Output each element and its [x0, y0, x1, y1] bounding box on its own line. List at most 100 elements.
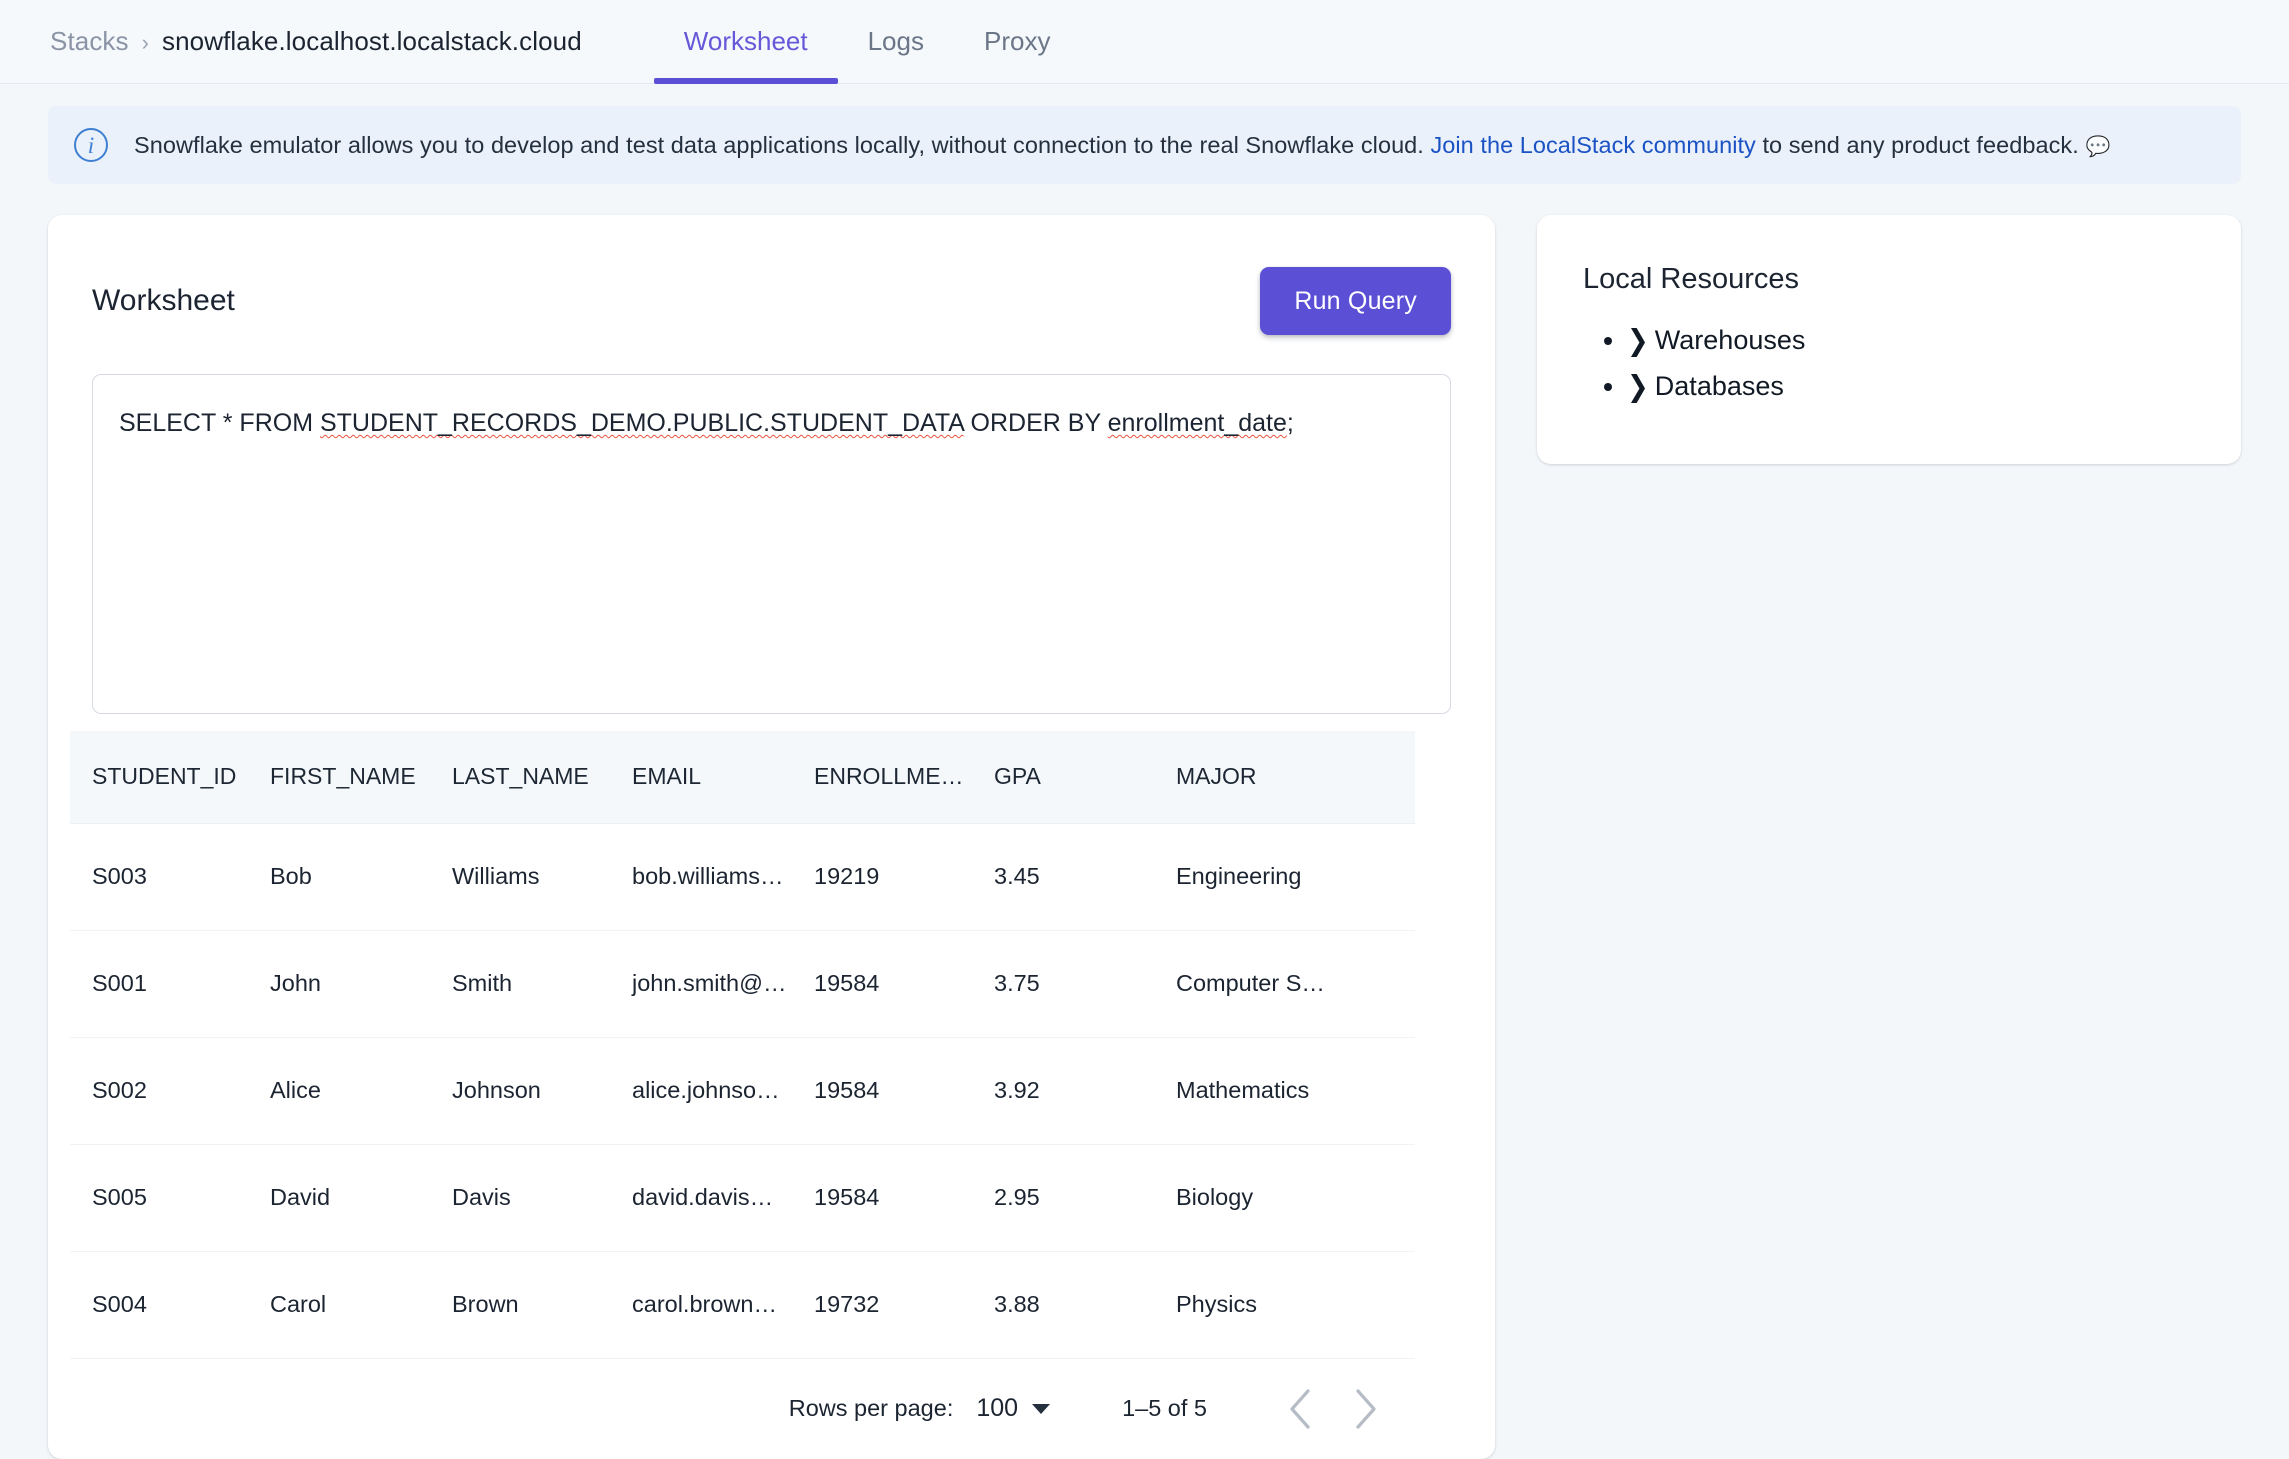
sql-token-4: ;	[1286, 409, 1294, 437]
run-query-button[interactable]: Run Query	[1260, 267, 1451, 335]
local-resources-title: Local Resources	[1583, 263, 1799, 295]
cell-last-name: Williams	[430, 823, 610, 931]
info-banner: i Snowflake emulator allows you to devel…	[48, 106, 2241, 184]
worksheet-title: Worksheet	[92, 284, 235, 317]
column-header-gpa[interactable]: GPA	[972, 731, 1154, 824]
sql-token-3: enrollment_date	[1107, 409, 1287, 437]
tab-proxy-label: Proxy	[983, 26, 1051, 56]
cell-last-name: Smith	[430, 930, 610, 1038]
column-header-email[interactable]: EMAIL	[610, 731, 792, 824]
localstack-community-link[interactable]: Join the LocalStack community	[1430, 131, 1756, 158]
cell-first-name: Carol	[248, 1251, 430, 1359]
local-resources-list: ❯ Warehouses ❯ Databases	[1583, 320, 2195, 407]
cell-major: Biology	[1154, 1144, 1332, 1252]
table-row[interactable]: S002 Alice Johnson alice.johnso… 19584 3.92 Ma…	[70, 1037, 1415, 1145]
cell-last-name: Johnson	[430, 1037, 610, 1145]
resource-item-databases-label: Databases	[1654, 371, 1784, 401]
sql-token-2: ORDER BY	[963, 409, 1108, 437]
cell-gpa: 3.75	[972, 930, 1154, 1038]
chevron-right-icon: ❯	[1627, 368, 1649, 403]
cell-major: Physics	[1154, 1251, 1332, 1359]
table-row[interactable]: S001 John Smith john.smith@… 19584 3.75 Comput…	[70, 930, 1415, 1038]
cell-spacer	[1332, 823, 1415, 931]
info-banner-text: Snowflake emulator allows you to develop…	[134, 132, 2111, 159]
column-header-major[interactable]: MAJOR	[1154, 731, 1332, 824]
breadcrumb-current-stack: snowflake.localhost.localstack.cloud	[161, 26, 582, 56]
breadcrumb-separator: ›	[141, 30, 149, 55]
cell-email: david.davis…	[610, 1144, 792, 1252]
table-row[interactable]: S005 David Davis david.davis… 19584 2.95 Biolo…	[70, 1144, 1415, 1252]
rows-per-page-value: 100	[976, 1394, 1019, 1422]
tab-bar: Worksheet Logs Proxy	[653, 0, 1081, 84]
column-header-spacer	[1332, 731, 1415, 824]
cell-first-name: Bob	[248, 823, 430, 931]
tab-logs-label: Logs	[867, 26, 924, 56]
cell-email: carol.brown…	[610, 1251, 792, 1359]
list-item: ❯ Warehouses	[1627, 320, 2195, 361]
worksheet-header: Worksheet Run Query	[48, 215, 1495, 335]
query-results-table-container: STUDENT_ID FIRST_NAME LAST_NAME EMAIL EN…	[48, 731, 1495, 1359]
previous-page-button[interactable]	[1267, 1376, 1333, 1442]
info-banner-container: i Snowflake emulator allows you to devel…	[0, 84, 2289, 184]
column-header-last-name[interactable]: LAST_NAME	[430, 731, 610, 824]
cell-email: john.smith@…	[610, 930, 792, 1038]
table-row[interactable]: S004 Carol Brown carol.brown… 19732 3.88 Physi…	[70, 1251, 1415, 1359]
column-header-student-id[interactable]: STUDENT_ID	[70, 731, 248, 824]
cell-email: bob.williams…	[610, 823, 792, 931]
query-results-table: STUDENT_ID FIRST_NAME LAST_NAME EMAIL EN…	[70, 731, 1415, 1359]
pagination-controls: Rows per page: 100 1–5 of 5	[48, 1359, 1495, 1459]
table-header: STUDENT_ID FIRST_NAME LAST_NAME EMAIL EN…	[70, 731, 1415, 824]
column-header-enrollment-date[interactable]: ENROLLME…	[792, 731, 972, 824]
sql-query-text[interactable]: SELECT * FROM STUDENT_RECORDS_DEMO.PUBLI…	[119, 407, 1424, 441]
column-header-first-name[interactable]: FIRST_NAME	[248, 731, 430, 824]
chevron-down-icon	[1032, 1403, 1051, 1414]
cell-major: Computer S…	[1154, 930, 1332, 1038]
cell-spacer	[1332, 1144, 1415, 1252]
table-row[interactable]: S003 Bob Williams bob.williams… 19219 3.45 Eng…	[70, 823, 1415, 931]
cell-spacer	[1332, 1037, 1415, 1145]
rows-per-page-select[interactable]: 100	[976, 1394, 1051, 1423]
resource-item-warehouses[interactable]: ❯ Warehouses	[1627, 320, 1805, 361]
chevron-left-icon	[1290, 1388, 1310, 1429]
worksheet-panel: Worksheet Run Query SELECT * FROM STUDEN…	[48, 215, 1495, 1459]
chevron-right-icon: ❯	[1627, 323, 1649, 357]
sql-token-1: STUDENT_RECORDS_DEMO.PUBLIC.STUDENT_DATA	[319, 409, 964, 437]
tab-logs[interactable]: Logs	[838, 0, 954, 84]
chevron-right-icon	[1356, 1388, 1376, 1429]
top-navigation-bar: Stacks › snowflake.localhost.localstack.…	[0, 0, 2289, 84]
rows-per-page-label: Rows per page:	[788, 1395, 954, 1421]
cell-gpa: 3.45	[972, 823, 1154, 931]
cell-major: Mathematics	[1154, 1037, 1332, 1145]
cell-student-id: S005	[70, 1144, 248, 1252]
info-icon: i	[74, 128, 108, 162]
breadcrumb-stacks-link[interactable]: Stacks	[50, 26, 129, 56]
resource-item-databases[interactable]: ❯ Databases	[1627, 366, 1784, 407]
cell-gpa: 2.95	[972, 1144, 1154, 1252]
main-content: Worksheet Run Query SELECT * FROM STUDEN…	[0, 184, 2289, 1459]
tab-proxy[interactable]: Proxy	[954, 0, 1080, 84]
cell-major: Engineering	[1154, 823, 1332, 931]
pagination-range-label: 1–5 of 5	[1122, 1395, 1207, 1421]
cell-student-id: S003	[70, 823, 248, 931]
cell-enrollment-date: 19584	[792, 930, 972, 1038]
local-resources-panel: Local Resources ❯ Warehouses ❯ Databases	[1537, 215, 2241, 464]
cell-first-name: John	[248, 930, 430, 1038]
info-banner-text-before: Snowflake emulator allows you to develop…	[134, 131, 1424, 158]
cell-last-name: Brown	[430, 1251, 610, 1359]
cell-student-id: S002	[70, 1037, 248, 1145]
cell-student-id: S004	[70, 1251, 248, 1359]
resource-item-warehouses-label: Warehouses	[1654, 325, 1806, 356]
tab-worksheet[interactable]: Worksheet	[653, 0, 838, 84]
info-banner-text-after: to send any product feedback.	[1762, 131, 2079, 158]
table-header-row: STUDENT_ID FIRST_NAME LAST_NAME EMAIL EN…	[70, 731, 1415, 824]
cell-spacer	[1332, 1251, 1415, 1359]
tab-worksheet-label: Worksheet	[683, 26, 808, 56]
cell-email: alice.johnso…	[610, 1037, 792, 1145]
sql-editor[interactable]: SELECT * FROM STUDENT_RECORDS_DEMO.PUBLI…	[92, 374, 1451, 714]
cell-first-name: David	[248, 1144, 430, 1252]
breadcrumb: Stacks › snowflake.localhost.localstack.…	[50, 26, 582, 57]
next-page-button[interactable]	[1333, 1376, 1399, 1442]
cell-enrollment-date: 19732	[792, 1251, 972, 1359]
cell-enrollment-date: 19219	[792, 823, 972, 931]
table-body: S003 Bob Williams bob.williams… 19219 3.45 Eng…	[70, 823, 1415, 1359]
